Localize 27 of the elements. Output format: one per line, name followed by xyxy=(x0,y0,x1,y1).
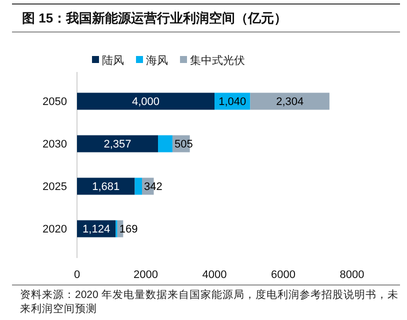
data-label: 2,304 xyxy=(276,96,304,108)
bar xyxy=(77,135,158,152)
bar xyxy=(77,178,135,195)
data-label: 169 xyxy=(119,224,138,236)
bar xyxy=(158,135,172,152)
y-tick-label: 2050 xyxy=(42,96,67,108)
legend-label: 陆风 xyxy=(102,54,124,67)
y-tick-label: 2020 xyxy=(42,224,67,236)
x-tick-label: 0 xyxy=(74,268,80,281)
legend-label: 集中式光伏 xyxy=(190,54,245,67)
data-label: 4,000 xyxy=(132,96,160,108)
data-label: 1,124 xyxy=(82,224,110,236)
bar xyxy=(250,92,330,110)
text: 资料来源：2020 年发电量数据来自国家能源局，度电利润参考招股说明书，未来利润空间预测 xyxy=(20,288,398,315)
bar xyxy=(134,178,142,195)
y-tick-label: 2030 xyxy=(42,138,67,151)
y-tick-label: 2025 xyxy=(42,181,67,194)
bar xyxy=(77,92,214,110)
data-label: 1,681 xyxy=(92,181,120,194)
data-label: 1,040 xyxy=(218,96,246,108)
x-tick-label: 6000 xyxy=(271,268,296,281)
x-tick-label: 4000 xyxy=(202,268,227,281)
x-tick-label: 2000 xyxy=(134,268,158,281)
legend-label: 海风 xyxy=(146,54,168,67)
chart-title: 图 15：我国新能源运营行业利润空间（亿元） xyxy=(22,10,288,26)
x-tick-label: 8000 xyxy=(340,268,364,281)
data-label: 2,357 xyxy=(104,138,132,151)
